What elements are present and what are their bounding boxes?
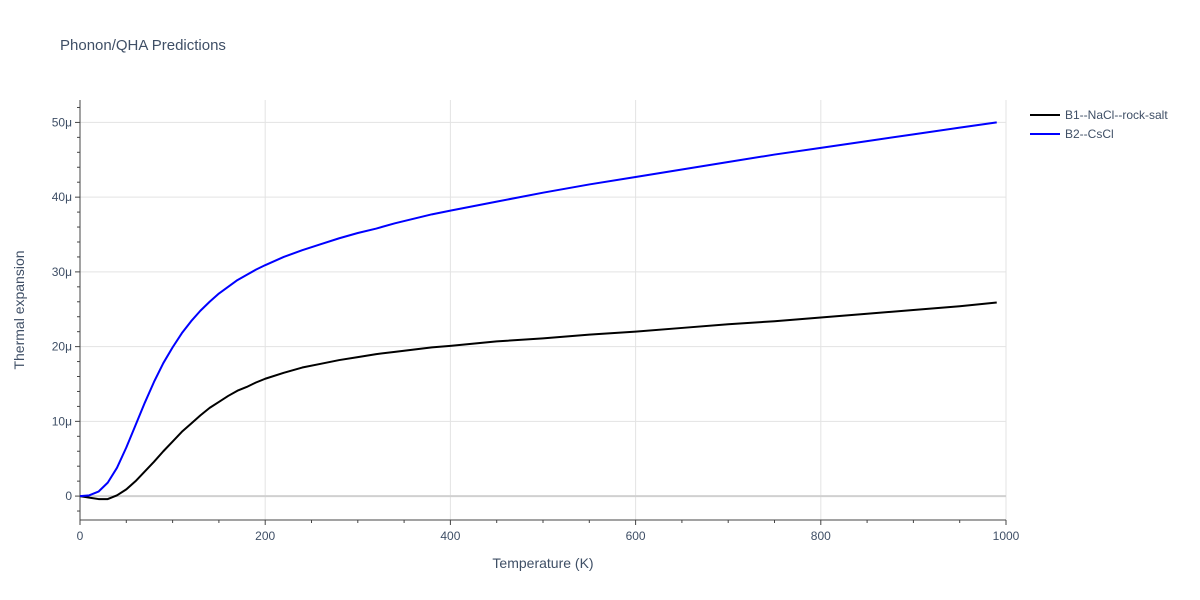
legend[interactable]: B1--NaCl--rock-salt B2--CsCl [1030, 108, 1168, 141]
x-tick-label: 200 [255, 529, 275, 543]
legend-item[interactable]: B1--NaCl--rock-salt [1030, 108, 1168, 122]
axes: 0 200 400 600 800 1000 0 10μ 20μ 30μ 40μ 50μ [52, 100, 1020, 543]
y-tick-label: 30μ [52, 265, 72, 279]
y-axis-title: Thermal expansion [11, 250, 27, 369]
legend-label: B1--NaCl--rock-salt [1065, 108, 1168, 122]
chart-title: Phonon/QHA Predictions [60, 37, 226, 54]
y-tick-label: 0 [65, 489, 72, 503]
y-tick-label: 40μ [52, 190, 72, 204]
legend-label: B2--CsCl [1065, 127, 1114, 141]
x-tick-label: 400 [440, 529, 460, 543]
series-line-1[interactable] [79, 301, 997, 501]
series-line-2[interactable] [79, 121, 997, 498]
x-tick-label: 600 [626, 529, 646, 543]
y-tick-label: 50μ [52, 115, 72, 129]
x-tick-label: 1000 [993, 529, 1020, 543]
legend-item[interactable]: B2--CsCl [1030, 127, 1114, 141]
x-tick-label: 800 [811, 529, 831, 543]
x-axis-title: Temperature (K) [492, 555, 593, 571]
y-tick-label: 20μ [52, 340, 72, 354]
x-tick-label: 0 [77, 529, 84, 543]
series-lines [79, 121, 997, 501]
y-tick-label: 10μ [52, 414, 72, 428]
gridlines [80, 100, 1007, 520]
